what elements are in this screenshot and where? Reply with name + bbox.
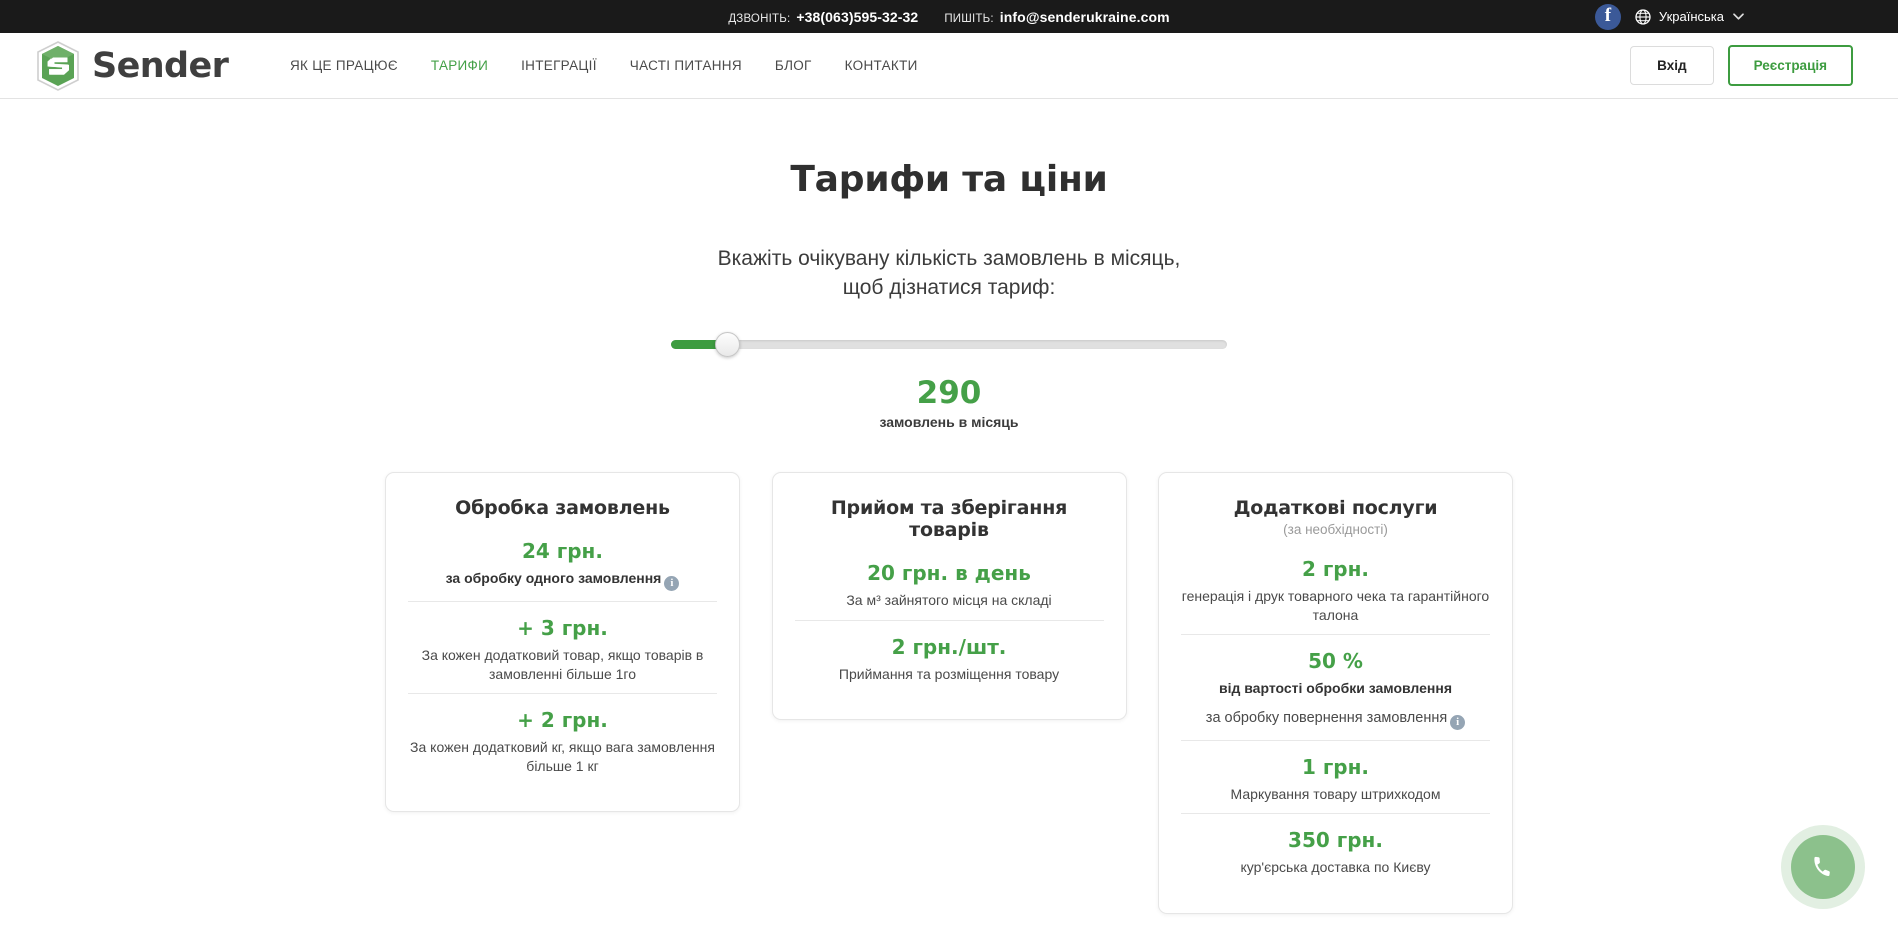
orders-slider[interactable] [671,332,1227,358]
top-contact-bar: ДЗВОНІТЬ: +38(063)595-32-32 ПИШІТЬ: info… [0,0,1898,33]
price-description: Приймання та розміщення товару [838,665,1060,682]
price-description: генерація і друк товарного чека та гаран… [1181,588,1490,623]
language-label: Українська [1658,9,1724,24]
pricing-cards: Обробка замовлень 24 грн. за обробку одн… [385,472,1513,914]
price-amount: + 2 грн. [517,708,608,733]
card-order-processing: Обробка замовлень 24 грн. за обробку одн… [385,472,740,813]
price-row: 350 грн. кур'єрська доставка по Києву [1181,813,1490,886]
nav-item-blog[interactable]: БЛОГ [774,58,812,73]
orders-count-label: замовлень в місяць [879,414,1019,431]
language-selector[interactable]: Українська [1635,8,1745,25]
slider-intro: Вкажіть очікувану кількість замовлень в … [0,245,1898,302]
price-row: + 3 грн. За кожен додатковий товар, якщо… [408,601,717,693]
price-row: + 2 грн. За кожен додатковий кг, якщо ва… [408,693,717,785]
info-icon[interactable]: i [664,576,680,592]
price-description-secondary: за обробку повернення замовлення i [1181,709,1490,730]
chevron-down-icon[interactable] [1732,12,1745,21]
logo[interactable]: Sender [36,40,229,91]
slider-fill [671,340,727,350]
price-amount: + 3 грн. [517,616,608,641]
price-amount: 24 грн. [522,539,603,564]
price-row: 20 грн. в день За м³ зайнятого місця на … [795,547,1104,619]
slider-intro-line1: Вкажіть очікувану кількість замовлень в … [717,247,1181,270]
price-amount: 350 грн. [1288,828,1383,853]
price-description: від вартості обробки замовлення [1218,680,1453,697]
call-floating-button-inner [1791,835,1855,899]
globe-icon [1635,8,1651,25]
info-icon[interactable]: i [1450,714,1466,730]
price-amount: 1 грн. [1301,754,1370,779]
call-floating-button[interactable] [1781,825,1865,909]
price-description: За м³ зайнятого місця на складі [846,592,1052,609]
pricing-page: Тарифи та ціни Вкажіть очікувану кількіс… [0,159,1898,914]
price-amount: 20 грн. в день [867,561,1031,586]
main-nav: ЯК ЦЕ ПРАЦЮЄ ТАРИФИ ІНТЕГРАЦІЇ ЧАСТІ ПИТ… [290,58,918,73]
price-description-text: за обробку одного замовлення [445,570,662,587]
card-rows: 20 грн. в день За м³ зайнятого місця на … [794,547,1104,693]
price-description: Маркування товару штрихкодом [1230,785,1441,802]
price-row: 24 грн. за обробку одного замовлення i [408,525,717,601]
nav-item-contacts[interactable]: КОНТАКТИ [844,58,918,73]
topbar-right-controls: f Українська [1594,3,1745,30]
slider-track[interactable] [671,340,1227,350]
email-contact[interactable]: ПИШІТЬ: info@senderukraine.com [944,9,1169,25]
price-amount: 50 % [1308,649,1363,674]
price-amount: 2 грн. [1301,557,1370,582]
card-subtitle: (за необхідності) [1283,522,1388,538]
price-row: 2 грн. генерація і друк товарного чека т… [1181,543,1490,634]
phone-number[interactable]: +38(063)595-32-32 [796,8,919,25]
phone-contact[interactable]: ДЗВОНІТЬ: +38(063)595-32-32 [728,9,918,25]
sender-logo-icon [37,40,79,91]
slider-intro-line2: щоб дізнатися тариф: [842,275,1056,299]
card-title: Прийом та зберігання товарів [830,497,1068,542]
header-actions: Вхід Реєстрація [1630,45,1853,86]
orders-count-value: 290 [916,375,982,412]
page-title: Тарифи та ціни [790,159,1108,200]
site-header: Sender ЯК ЦЕ ПРАЦЮЄ ТАРИФИ ІНТЕГРАЦІЇ ЧА… [0,33,1898,99]
price-description: За кожен додатковий кг, якщо вага замовл… [410,739,715,774]
price-row: 2 грн./шт. Приймання та розміщення товар… [794,619,1104,693]
call-label: ДЗВОНІТЬ: [728,12,791,25]
card-rows: 2 грн. генерація і друк товарного чека т… [1181,543,1490,886]
card-title: Обробка замовлень [455,497,670,520]
price-amount: 2 грн./шт. [891,634,1007,659]
logo-text: Sender [92,45,229,86]
nav-item-pricing[interactable]: ТАРИФИ [430,58,489,73]
topbar-contacts: ДЗВОНІТЬ: +38(063)595-32-32 ПИШІТЬ: info… [0,9,1898,25]
email-address[interactable]: info@senderukraine.com [999,8,1170,25]
price-description-secondary-text: за обробку повернення замовлення [1205,709,1448,726]
price-row: 50 % від вартості обробки замовлення за … [1181,634,1490,739]
write-label: ПИШІТЬ: [944,12,994,25]
orders-counter: 290 замовлень в місяць [0,376,1898,430]
card-additional-services: Додаткові послуги (за необхідності) 2 гр… [1158,472,1513,914]
price-row: 1 грн. Маркування товару штрихкодом [1181,739,1490,813]
register-button[interactable]: Реєстрація [1727,45,1853,86]
nav-item-integrations[interactable]: ІНТЕГРАЦІЇ [521,58,597,73]
login-button[interactable]: Вхід [1630,46,1714,85]
phone-icon [1814,856,1830,877]
price-description: кур'єрська доставка по Києву [1240,859,1431,876]
facebook-icon[interactable]: f [1594,3,1621,30]
price-description: за обробку одного замовлення i [408,569,717,592]
price-description: За кожен додатковий товар, якщо товарів … [421,647,704,682]
card-rows: 24 грн. за обробку одного замовлення i + … [408,525,717,785]
nav-item-faq[interactable]: ЧАСТІ ПИТАННЯ [629,58,742,73]
slider-thumb[interactable] [714,332,740,358]
card-title: Додаткові послуги [1233,497,1438,520]
nav-item-how-it-works[interactable]: ЯК ЦЕ ПРАЦЮЄ [290,58,398,73]
card-receiving-storage: Прийом та зберігання товарів 20 грн. в д… [771,472,1127,721]
